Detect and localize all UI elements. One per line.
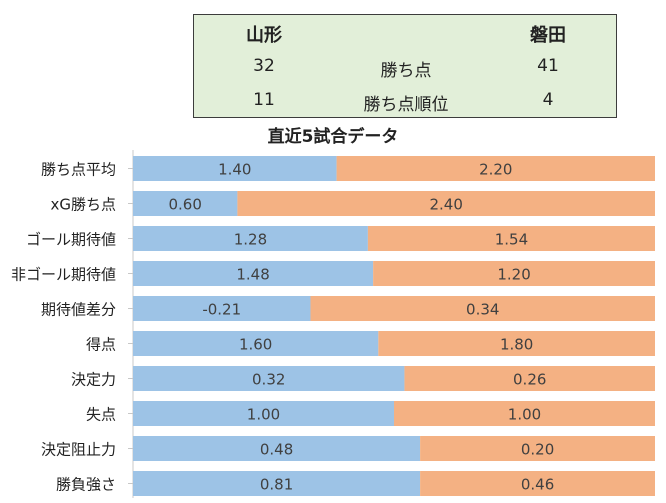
data-label-home: 0.81	[260, 476, 293, 494]
bar-home	[133, 331, 379, 356]
data-label-away: 0.26	[513, 371, 546, 389]
category-label: 期待値差分	[41, 301, 116, 319]
bar-away	[394, 401, 655, 426]
category-label: xG勝ち点	[50, 196, 116, 214]
away-team-name: 磐田	[530, 25, 566, 46]
bar-away	[420, 436, 655, 461]
data-label-home: 1.48	[236, 266, 269, 284]
category-label: 得点	[86, 336, 116, 354]
data-label-away: 0.34	[466, 301, 499, 319]
data-label-home: -0.21	[202, 301, 241, 319]
bar-home	[133, 401, 394, 426]
bar-home	[133, 261, 374, 286]
home-rank: 11	[253, 90, 275, 110]
bar-home	[133, 191, 238, 216]
data-label-home: 0.48	[260, 441, 293, 459]
data-label-away: 1.20	[497, 266, 530, 284]
points-label: 勝ち点	[380, 61, 432, 81]
bar-away	[336, 156, 655, 181]
bar-home	[133, 226, 368, 251]
data-label-home: 0.60	[168, 196, 201, 214]
data-label-home: 1.28	[234, 231, 267, 249]
home-team-name: 山形	[246, 25, 282, 46]
summary-table: 山形 磐田 32 勝ち点 41 11 勝ち点順位 4	[193, 14, 617, 118]
bar-home	[133, 436, 421, 461]
bar-home	[133, 471, 421, 496]
category-label: 失点	[86, 406, 116, 424]
data-label-home: 0.32	[252, 371, 285, 389]
data-label-away: 2.40	[429, 196, 462, 214]
bar-home	[133, 156, 337, 181]
data-label-home: 1.00	[247, 406, 280, 424]
category-label: 非ゴール期待値	[11, 266, 116, 284]
bar-home	[133, 296, 311, 321]
data-label-away: 2.20	[479, 161, 512, 179]
category-label: 勝負強さ	[56, 476, 116, 494]
rank-label: 勝ち点順位	[363, 95, 449, 115]
data-label-away: 1.54	[495, 231, 528, 249]
bar-away	[367, 226, 655, 251]
data-label-away: 1.00	[508, 406, 541, 424]
data-label-away: 0.46	[521, 476, 554, 494]
bar-away	[404, 366, 655, 391]
bar-away	[237, 191, 655, 216]
data-label-away: 1.80	[500, 336, 533, 354]
home-points: 32	[253, 56, 275, 76]
away-points: 41	[537, 56, 559, 76]
category-label: 決定阻止力	[41, 441, 116, 459]
bar-home	[133, 366, 405, 391]
chart-title: 直近5試合データ	[267, 127, 399, 147]
bar-away	[373, 261, 655, 286]
data-label-away: 0.20	[521, 441, 554, 459]
data-label-home: 1.40	[218, 161, 251, 179]
bar-away	[378, 331, 655, 356]
data-label-home: 1.60	[239, 336, 272, 354]
away-rank: 4	[542, 90, 554, 110]
bar-away	[420, 471, 655, 496]
category-label: 勝ち点平均	[41, 161, 116, 179]
category-label: 決定力	[71, 371, 116, 389]
category-label: ゴール期待値	[26, 231, 116, 249]
bar-away	[310, 296, 655, 321]
